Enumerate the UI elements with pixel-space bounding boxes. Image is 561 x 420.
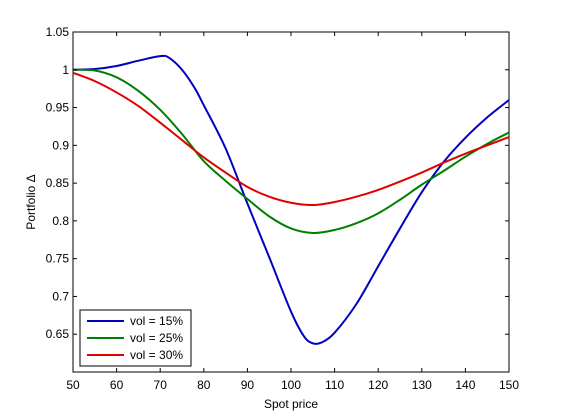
y-tick-label: 1.05 bbox=[46, 25, 70, 39]
x-tick-label: 150 bbox=[499, 378, 519, 392]
x-tick-label: 60 bbox=[110, 378, 124, 392]
y-tick-label: 0.75 bbox=[46, 252, 70, 266]
x-tick-label: 110 bbox=[325, 378, 344, 392]
x-tick-label: 140 bbox=[455, 378, 475, 392]
x-tick-label: 130 bbox=[412, 378, 432, 392]
legend: vol = 15% vol = 25% vol = 30% bbox=[79, 309, 192, 367]
y-tick-label: 0.65 bbox=[46, 327, 70, 341]
x-tick-label: 100 bbox=[281, 378, 301, 392]
series-layer bbox=[72, 54, 510, 345]
legend-entry-vol-25: vol = 25% bbox=[130, 331, 183, 345]
x-tick-label: 50 bbox=[66, 378, 80, 392]
x-tick-label: 70 bbox=[154, 378, 168, 392]
x-tick-label: 90 bbox=[241, 378, 255, 392]
x-axis-label: Spot price bbox=[264, 397, 318, 411]
y-tick-label: 1 bbox=[62, 63, 69, 77]
x-tick-label: 120 bbox=[368, 378, 388, 392]
legend-entry-vol-15: vol = 15% bbox=[130, 314, 183, 328]
series-line-vol-15 bbox=[72, 54, 510, 345]
x-tick-label: 80 bbox=[197, 378, 211, 392]
y-tick-label: 0.7 bbox=[52, 289, 69, 303]
tick-layer: 50 60 70 80 90 100 110 120 130 140 150 0.65 0.7 0.75 0… bbox=[46, 25, 520, 392]
y-tick-label: 0.8 bbox=[52, 214, 69, 228]
y-tick-label: 0.95 bbox=[46, 101, 70, 115]
series-line-vol-30 bbox=[72, 71, 510, 207]
legend-entry-vol-30: vol = 30% bbox=[130, 348, 183, 362]
y-axis-label: Portfolio Δ bbox=[24, 174, 38, 229]
series-line-vol-25 bbox=[72, 68, 510, 234]
y-tick-label: 0.9 bbox=[52, 138, 69, 152]
y-tick-label: 0.85 bbox=[46, 176, 70, 190]
